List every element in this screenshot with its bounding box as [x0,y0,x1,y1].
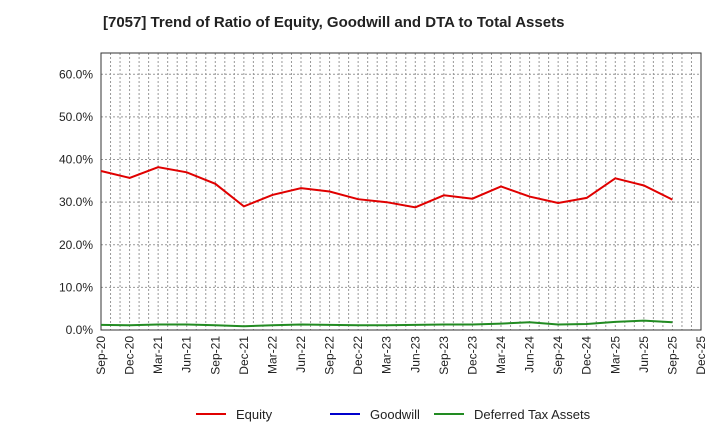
x-tick-label: Jun-22 [294,336,308,373]
plot-frame [100,52,702,331]
y-tick-label: 40.0% [59,153,93,167]
legend-label: Equity [236,407,273,422]
x-tick-label: Sep-21 [208,336,222,375]
x-tick-label: Jun-21 [180,336,194,373]
x-tick-label: Jun-25 [637,336,651,373]
x-tick-label: Sep-22 [323,336,337,375]
x-tick-label: Jun-24 [523,336,537,373]
x-tick-label: Sep-20 [94,336,108,375]
legend-label: Goodwill [370,407,420,422]
series-line-equity [100,166,673,209]
x-tick-label: Mar-21 [151,336,165,374]
x-tick-label: Jun-23 [408,336,422,373]
x-tick-label: Sep-25 [665,336,679,375]
x-tick-label: Dec-20 [123,336,137,375]
y-tick-label: 50.0% [59,110,93,124]
x-tick-label: Mar-22 [265,336,279,374]
chart-title: [7057] Trend of Ratio of Equity, Goodwil… [103,14,565,31]
x-tick-label: Dec-22 [351,336,365,375]
x-tick-label: Mar-25 [608,336,622,374]
legend-label: Deferred Tax Assets [474,407,591,422]
x-tick-label: Sep-24 [551,336,565,375]
x-tick-label: Mar-23 [380,336,394,374]
x-tick-label: Sep-23 [437,336,451,375]
x-tick-label: Mar-24 [494,336,508,374]
series-line-deferred-tax-assets [100,319,673,328]
x-tick-label: Dec-25 [694,336,708,375]
plot-area [101,53,701,330]
x-tick-label: Dec-21 [237,336,251,375]
x-tick-label: Dec-24 [580,336,594,375]
y-tick-label: 0.0% [66,323,94,337]
y-tick-label: 20.0% [59,238,93,252]
y-tick-label: 10.0% [59,280,93,294]
x-tick-label: Dec-23 [465,336,479,375]
y-tick-label: 60.0% [59,67,93,81]
y-tick-label: 30.0% [59,195,93,209]
